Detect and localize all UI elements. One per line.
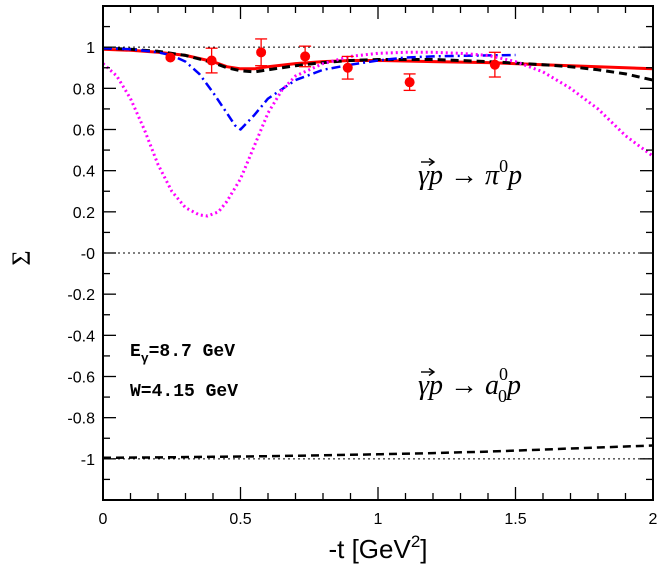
model-curves: [101, 46, 654, 460]
a0-vector-arrowhead: [428, 367, 436, 377]
data-point: [342, 62, 353, 73]
pi0-model-blue-dashdot-line: [102, 46, 516, 131]
x-axis-title: -t [GeV2]: [328, 532, 427, 564]
x-tick-label: 1.5: [504, 511, 526, 528]
y-tick-label: -0.8: [67, 411, 95, 428]
a0-reaction-text: γp → a0 0p: [418, 364, 521, 406]
y-tick-label: 0.8: [73, 81, 95, 98]
x-tick-label: 1: [374, 511, 383, 528]
pi0-reaction-sup: 0: [499, 156, 508, 176]
w-annotation: W=4.15 GeV: [130, 382, 238, 402]
a0-model-black-dashed-line: [102, 444, 654, 460]
energy-prefix: E: [130, 342, 141, 362]
y-tick-label: -0.6: [67, 370, 95, 387]
x-tick-label: 0.5: [229, 511, 251, 528]
y-tick-label: -0.2: [67, 287, 95, 304]
data-point: [256, 47, 267, 58]
data-point: [404, 77, 415, 88]
pi0-reaction-label: γp → π0p: [418, 156, 522, 191]
energy-sub: γ: [141, 351, 149, 366]
a0-reaction-main: γp → a: [418, 370, 499, 401]
tick-labels: 0 0.5 1 1.5 2 1 0.8 0.6 0.4 0.2 -0 -0.2 -0.4 -0.6 -0.8…: [67, 40, 657, 528]
y-tick-label: 0.4: [73, 164, 95, 181]
data-points: [165, 38, 501, 92]
ticks: [102, 5, 654, 501]
y-tick-label: 0.2: [73, 205, 95, 222]
x-tick-label: 0: [99, 511, 108, 528]
data-point: [489, 59, 500, 70]
pi0-reaction-text: γp → π0p: [418, 156, 522, 191]
a0-reaction-sub: 0: [498, 386, 507, 406]
x-tick-label: 2: [649, 511, 658, 528]
y-axis-title: Σ: [7, 250, 36, 265]
y-tick-label: -0.4: [67, 328, 95, 345]
data-point: [300, 51, 311, 62]
y-tick-label: -0: [81, 246, 95, 263]
a0-reaction-label: γp → a0 0p: [418, 364, 521, 406]
pi0-reaction-tail: p: [506, 160, 522, 191]
pi0-model-magenta-dotted-line: [101, 50, 654, 218]
pi0-model-black-dashed-line: [102, 46, 654, 82]
x-axis-title-sup: 2: [411, 532, 420, 551]
pi0-vector-arrowhead: [428, 157, 436, 167]
pi0-reaction-main: γp → π: [418, 160, 500, 191]
y-tick-label: -1: [81, 452, 95, 469]
data-point: [165, 52, 176, 63]
reference-lines: [103, 46, 653, 460]
data-point: [206, 55, 217, 66]
x-axis-title-main: -t [GeV: [328, 534, 411, 564]
energy-value: =8.7 GeV: [149, 342, 236, 362]
y-tick-label: 0.6: [73, 123, 95, 140]
y-tick-label: 1: [86, 40, 95, 57]
energy-annotation: Eγ=8.7 GeV: [130, 342, 235, 366]
a0-reaction-tail: p: [505, 370, 521, 401]
x-axis-title-close: ]: [420, 534, 427, 564]
a0-reaction-sup: 0: [499, 364, 508, 384]
